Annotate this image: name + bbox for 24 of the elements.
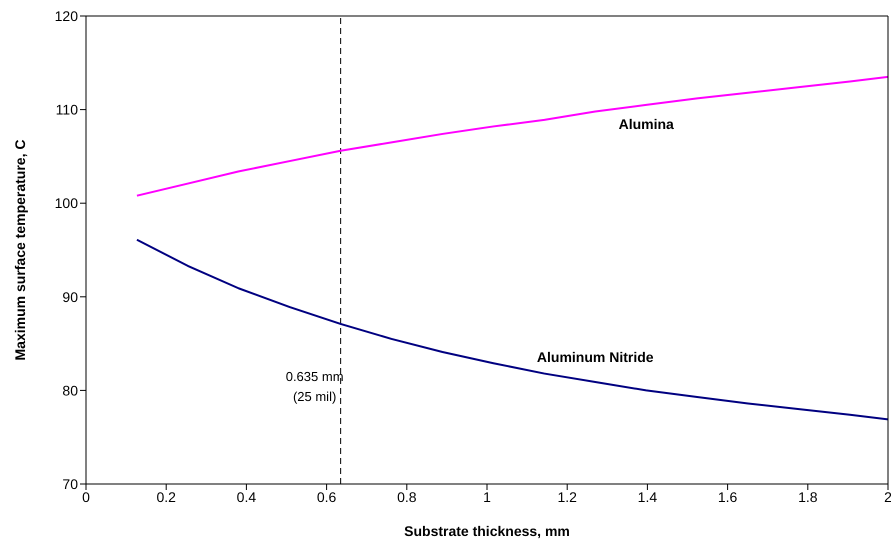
y-tick-label: 100 [54, 195, 78, 212]
x-tick-label: 1.8 [798, 488, 818, 505]
x-axis-title: Substrate thickness, mm [404, 523, 570, 539]
y-tick-label: 90 [62, 288, 78, 305]
x-tick-label: 1.4 [638, 488, 658, 505]
x-tick-label: 1 [483, 488, 492, 505]
series-label: Alumina [618, 116, 674, 132]
x-tick-label: 1.2 [557, 488, 578, 505]
x-tick-label: 2 [884, 488, 891, 505]
y-tick-label: 120 [54, 8, 78, 24]
series-label: Aluminum Nitride [536, 348, 654, 365]
x-tick-label: 1.6 [718, 488, 738, 505]
x-tick-label: 0.6 [316, 488, 337, 505]
x-tick-label: 0.4 [236, 488, 256, 505]
x-tick-label: 0 [82, 488, 90, 505]
x-tick-label: 0.8 [397, 488, 417, 505]
y-tick-label: 70 [62, 476, 78, 492]
y-tick-label: 80 [62, 382, 78, 398]
y-tick-label: 110 [56, 102, 78, 118]
line-series [136, 238, 888, 420]
x-tick-label: 0.2 [156, 488, 176, 505]
ref-line-label: 0.635 mm (25 mil) [286, 369, 344, 404]
y-axis-title: Maximum surface temperature, C [12, 140, 28, 360]
line-series [136, 76, 888, 197]
